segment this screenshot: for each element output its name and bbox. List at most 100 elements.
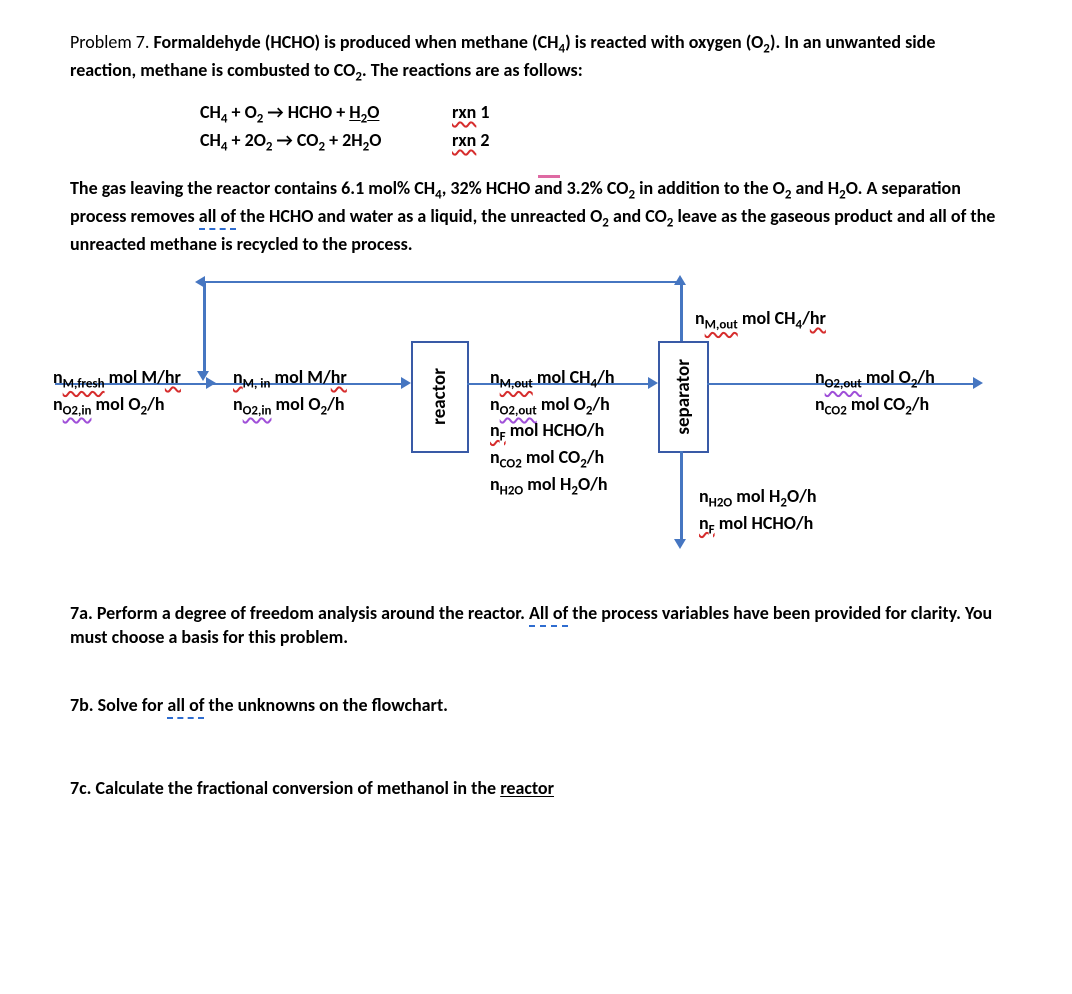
q7a-a: 7a. Perform a degree of freedom analysis… bbox=[70, 602, 529, 624]
intro-part2: ) is reacted with oxygen (O bbox=[565, 31, 763, 53]
reaction-1: CH4 + O2 → HCHO + H2O rxn 1 bbox=[200, 100, 1002, 128]
go1a: n bbox=[815, 366, 825, 388]
sm2c: mol O bbox=[271, 393, 320, 415]
q7b-allof: all of bbox=[167, 694, 204, 719]
p2-allof: all of bbox=[199, 205, 236, 230]
rc1a: n bbox=[695, 307, 705, 329]
p2-g: the HCHO and water as a liquid, the unre… bbox=[236, 205, 602, 227]
go2d: 2 bbox=[905, 403, 912, 418]
go1b: O2,out bbox=[825, 376, 862, 391]
swap-mark-icon bbox=[538, 175, 560, 178]
go2b: CO2 bbox=[825, 403, 847, 418]
sm2a: n bbox=[233, 393, 243, 415]
ro2a: n bbox=[490, 393, 500, 415]
p2-a: The gas leaving the reactor contains 6.1… bbox=[70, 177, 435, 199]
rxn1-o2: + O bbox=[227, 101, 256, 123]
intro-part4: . The reactions are as follows: bbox=[362, 59, 583, 81]
rxn2-ch: CH bbox=[200, 129, 221, 151]
rxn1-o: O bbox=[367, 101, 379, 123]
rxn1-equation: CH4 + O2 → HCHO + H2O bbox=[200, 100, 440, 128]
reaction-2: CH4 + 2O2 → CO2 + 2H2O rxn 2 bbox=[200, 128, 1002, 156]
p2-s4: 2 bbox=[839, 188, 846, 203]
reactor-label: reactor bbox=[427, 368, 453, 425]
separator-label: separator bbox=[671, 359, 697, 435]
p2-s1: 4 bbox=[435, 188, 442, 203]
paragraph-2: The gas leaving the reactor contains 6.1… bbox=[70, 176, 1002, 256]
ro4b: CO2 bbox=[500, 457, 522, 472]
sm2b: O2,in bbox=[243, 403, 272, 418]
ro4c: mol CO bbox=[522, 446, 580, 468]
rc1f: hr bbox=[810, 307, 826, 329]
reactor-box: reactor bbox=[411, 341, 469, 453]
recycle-hline bbox=[205, 281, 682, 284]
flowchart: reactor separator nM,fresh mol M/hr nO2,… bbox=[55, 271, 985, 571]
go1c: mol O bbox=[862, 366, 911, 388]
p2-and: and bbox=[534, 177, 562, 199]
rxn1-h: H bbox=[349, 101, 360, 123]
stream-mixed: nM, in mol M/hr nO2,in mol O2/h bbox=[233, 366, 347, 420]
sf2b: O2,in bbox=[63, 403, 92, 418]
go1e: /h bbox=[917, 366, 934, 388]
go2a: n bbox=[815, 393, 825, 415]
rc1c: mol CH bbox=[738, 307, 796, 329]
rxn1-label-txt: rxn bbox=[452, 101, 476, 123]
rxn2-label-txt: rxn bbox=[452, 129, 476, 151]
stream-reactor-out: nM,out mol CH4/h nO2,out mol O2/h nF mol… bbox=[490, 366, 615, 500]
sf1a: n bbox=[53, 366, 63, 388]
ro1b: M,out bbox=[500, 376, 533, 391]
intro-sub3: 2 bbox=[355, 70, 362, 85]
ro4e: /h bbox=[587, 446, 604, 468]
gasout-arrowhead bbox=[973, 377, 983, 389]
question-7c: 7c. Calculate the fractional conversion … bbox=[70, 776, 1002, 800]
go2c: mol CO bbox=[847, 393, 905, 415]
rxn1-label: rxn 1 bbox=[452, 100, 490, 124]
rxn2-label: rxn 2 bbox=[452, 128, 490, 152]
lo2c: mol HCHO/h bbox=[715, 512, 814, 534]
rxn2-o: O bbox=[369, 129, 381, 151]
go2e: /h bbox=[912, 393, 929, 415]
stream-gas-out: nO2,out mol O2/h nCO2 mol CO2/h bbox=[815, 366, 935, 420]
lo1e: O/h bbox=[787, 485, 817, 507]
ro5c: mol H bbox=[523, 473, 571, 495]
sm1e: hr bbox=[331, 366, 347, 388]
ro5a: n bbox=[490, 473, 500, 495]
p2-b: , 32% HCHO bbox=[442, 177, 535, 199]
ro1a: n bbox=[490, 366, 500, 388]
ro5b: H2O bbox=[500, 483, 524, 498]
p2-c: 3.2% CO bbox=[563, 177, 629, 199]
stream-recycle: nM,out mol CH4/hr bbox=[695, 307, 826, 334]
lo2a: n bbox=[699, 512, 709, 534]
lo1a: n bbox=[699, 485, 709, 507]
lo1c: mol H bbox=[732, 485, 780, 507]
rxn2-arrow: → CO bbox=[272, 129, 318, 151]
p2-e: and H bbox=[791, 177, 839, 199]
q7b-b: the unknowns on the flowchart. bbox=[204, 694, 448, 716]
sf2c: mol O bbox=[91, 393, 140, 415]
ro3a: n bbox=[490, 419, 500, 441]
intro-sub2: 2 bbox=[763, 42, 770, 57]
ro1c: mol CH bbox=[533, 366, 591, 388]
q7c-reactor: reactor bbox=[500, 777, 554, 799]
sf2a: n bbox=[53, 393, 63, 415]
recycle-down bbox=[203, 281, 206, 373]
p2-s5: 2 bbox=[602, 216, 609, 231]
liqout-arrowhead bbox=[674, 539, 686, 549]
ro2b: O2,out bbox=[500, 403, 537, 418]
question-7b: 7b. Solve for all of the unknowns on the… bbox=[70, 693, 1002, 717]
reaction-block: CH4 + O2 → HCHO + H2O rxn 1 CH4 + 2O2 → … bbox=[200, 100, 1002, 156]
rxn1-arrow: → HCHO + bbox=[263, 101, 349, 123]
sm1d: mol M/ bbox=[270, 366, 330, 388]
intro-part1: Formaldehyde (HCHO) is produced when met… bbox=[154, 31, 559, 53]
sm1b: M bbox=[243, 376, 254, 391]
rxn1-num: 1 bbox=[476, 101, 489, 123]
ro4a: n bbox=[490, 446, 500, 468]
question-7a: 7a. Perform a degree of freedom analysis… bbox=[70, 601, 1002, 650]
stream-fresh: nM,fresh mol M/hr nO2,in mol O2/h bbox=[53, 366, 181, 420]
liqout-line bbox=[680, 451, 683, 541]
ro5e: O/h bbox=[578, 473, 608, 495]
recycle-arrowhead-up-left bbox=[674, 275, 686, 285]
sf1c: mol M/ bbox=[105, 366, 165, 388]
rxn2-o2: + 2O bbox=[227, 129, 265, 151]
p2-d: in addition to the O bbox=[635, 177, 785, 199]
p2-h: and CO bbox=[609, 205, 667, 227]
